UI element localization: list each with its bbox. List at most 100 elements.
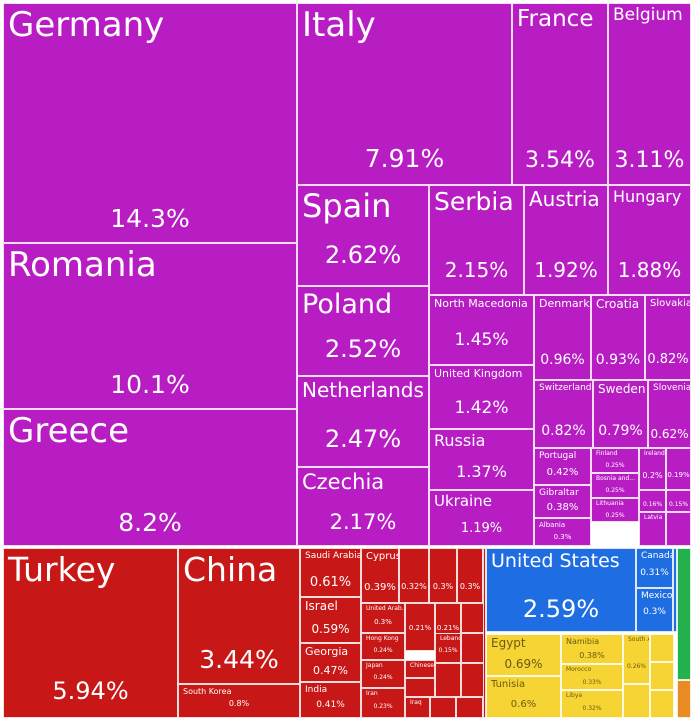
treemap-cell-tunisia: Tunisia 0.6% xyxy=(486,676,561,718)
cell-value: 7.91% xyxy=(364,144,445,173)
treemap-cell-denmark: Denmark 0.96% xyxy=(534,295,591,380)
treemap-cell-slovenia: Slovenia 0.62% xyxy=(648,380,691,448)
cell-label: Finland xyxy=(596,450,618,457)
cell-value: 2.17% xyxy=(329,510,397,534)
cell-value: 0.25% xyxy=(605,512,625,519)
cell-value: 0.39% xyxy=(364,582,396,593)
treemap-filler-cell xyxy=(650,690,674,718)
cell-value: 2.52% xyxy=(324,335,402,363)
treemap-cell-austria: Austria 1.92% xyxy=(524,185,608,295)
cell-label: Bosnia and... xyxy=(596,475,635,482)
treemap-cell-saudi-arabia: Saudi Arabia 0.61% xyxy=(300,548,361,597)
cell-value: 0.47% xyxy=(313,664,348,677)
cell-label: Portugal xyxy=(539,451,577,461)
cell-label: Ukraine xyxy=(434,492,492,510)
cell-label: India xyxy=(305,685,328,695)
treemap-cell-belgium: Belgium 3.11% xyxy=(608,3,691,185)
treemap-filler-cell xyxy=(405,678,435,697)
cell-value: 0.23% xyxy=(373,703,393,710)
cell-label: United Kingdom xyxy=(434,367,523,380)
cell-label: Japan xyxy=(366,662,383,669)
treemap-filler-cell xyxy=(435,663,461,697)
treemap-cell-32: 0.15% xyxy=(666,490,691,512)
cell-label: Latvia xyxy=(644,514,663,521)
cell-value: 0.32% xyxy=(582,705,602,712)
treemap-cell-canada: Canada 0.31% xyxy=(636,548,673,588)
treemap-cell-spain: Spain 2.62% xyxy=(297,185,429,286)
treemap-cell-gibraltar: Gibraltar 0.38% xyxy=(534,485,591,518)
treemap-cell-ireland: Ireland 0.2% xyxy=(639,448,666,490)
cell-label: Libya xyxy=(566,692,583,699)
cell-label: Namibia xyxy=(566,637,600,646)
treemap-cell-india: India 0.41% xyxy=(300,682,361,718)
cell-label: Morocco xyxy=(566,666,592,673)
cell-value: 0.16% xyxy=(642,501,663,508)
treemap-cell-egypt: Egypt 0.69% xyxy=(486,634,561,676)
cell-value: 0.93% xyxy=(595,352,641,368)
treemap-cell-iraq: Iraq xyxy=(405,697,430,718)
cell-value: 5.94% xyxy=(52,677,129,705)
treemap-cell-finland: Finland 0.25% xyxy=(591,448,639,473)
treemap-cell-30: 0.19% xyxy=(666,448,691,490)
treemap-cell-united-states: United States 2.59% xyxy=(486,548,636,632)
cell-value: 0.3% xyxy=(643,607,666,617)
cell-label: Germany xyxy=(8,5,165,45)
treemap-cell-netherlands: Netherlands 2.47% xyxy=(297,376,429,467)
cell-value: 0.31% xyxy=(640,568,669,578)
cell-label: Serbia xyxy=(434,187,514,216)
treemap-cell-russia: Russia 1.37% xyxy=(429,429,534,490)
cell-label: Romania xyxy=(8,245,157,285)
cell-label: Switzerland xyxy=(539,383,592,393)
treemap-cell-44: 0.3% xyxy=(457,548,483,603)
treemap-cell-43: 0.3% xyxy=(429,548,457,603)
cell-label: Chinese... xyxy=(410,662,434,669)
cell-label: Turkey xyxy=(8,550,116,589)
cell-label: Albania xyxy=(539,521,566,529)
cell-value: 2.62% xyxy=(324,241,402,269)
cell-label: Slovakia xyxy=(650,298,691,309)
cell-value: 3.54% xyxy=(525,148,595,173)
treemap-cell-cyprus: Cyprus 0.39% xyxy=(361,548,399,603)
treemap-cell-germany: Germany 14.3% xyxy=(3,3,297,243)
treemap-cell-hungary: Hungary 1.88% xyxy=(608,185,691,295)
cell-value: 8.2% xyxy=(118,508,182,537)
treemap-cell-chinese: Chinese... xyxy=(405,660,435,678)
cell-value: 0.26% xyxy=(626,663,647,670)
treemap-cell-slovakia: Slovakia 0.82% xyxy=(645,295,691,380)
cell-label: Denmark xyxy=(539,297,590,310)
treemap-filler-cell xyxy=(623,684,650,718)
treemap-filler-cell xyxy=(483,548,486,718)
cell-value: 0.79% xyxy=(598,423,643,439)
cell-label: Mexico xyxy=(641,591,673,601)
treemap-cell-croatia: Croatia 0.93% xyxy=(591,295,645,380)
cell-value: 0.2% xyxy=(642,471,663,480)
cell-label: United Arab... xyxy=(366,605,405,612)
treemap-cell-south-korea: South Korea 0.8% xyxy=(178,684,300,718)
cell-value: 0.8% xyxy=(228,699,250,708)
treemap-filler-cell xyxy=(650,662,674,690)
treemap-filler-cell xyxy=(677,680,691,718)
cell-label: Iran xyxy=(366,690,378,697)
treemap-cell-mexico: Mexico 0.3% xyxy=(636,588,673,632)
cell-label: Poland xyxy=(302,289,393,320)
cell-value: 2.15% xyxy=(444,258,509,282)
cell-label: South Korea xyxy=(183,687,232,696)
cell-label: Saudi Arabia xyxy=(305,551,361,561)
treemap-cell-italy: Italy 7.91% xyxy=(297,3,512,185)
treemap-cell-japan: Japan 0.24% xyxy=(361,660,405,688)
cell-value: 10.1% xyxy=(110,370,190,399)
cell-value: 1.42% xyxy=(454,398,509,418)
cell-value: 0.24% xyxy=(373,647,393,654)
cell-value: 0.38% xyxy=(579,651,605,660)
treemap-cell-portugal: Portugal 0.42% xyxy=(534,448,591,485)
treemap-cell-israel: Israel 0.59% xyxy=(300,597,361,643)
cell-value: 0.82% xyxy=(541,423,586,439)
cell-value: 0.3% xyxy=(459,582,481,591)
cell-label: Hong Kong xyxy=(366,635,399,642)
cell-value: 0.38% xyxy=(546,502,579,513)
cell-value: 1.19% xyxy=(460,521,503,536)
treemap-filler-cell xyxy=(430,697,456,718)
treemap-filler-cell xyxy=(650,634,674,662)
cell-label: North Macedonia xyxy=(434,297,528,310)
